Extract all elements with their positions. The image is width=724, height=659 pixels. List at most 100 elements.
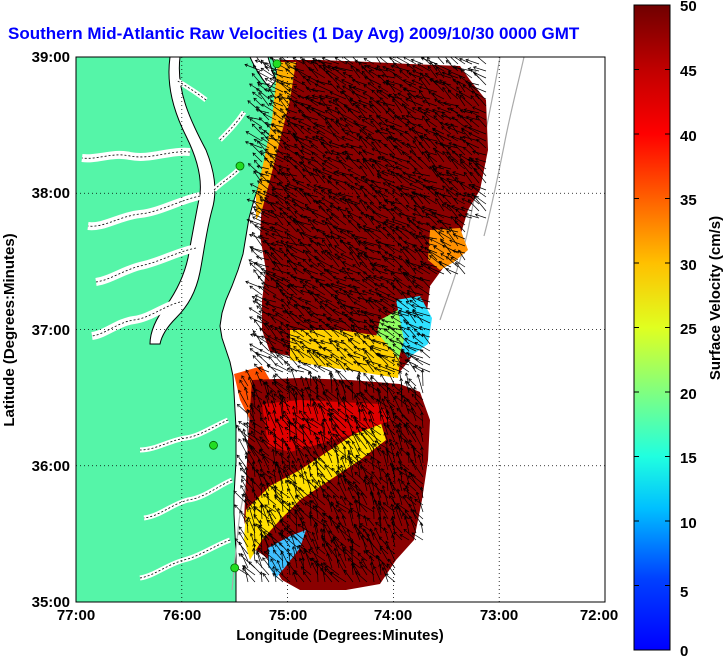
velocity-arrow-head: [401, 103, 406, 107]
velocity-arrow-head: [266, 392, 271, 396]
velocity-arrow: [353, 361, 368, 366]
velocity-arrow-head: [448, 72, 452, 76]
velocity-arrow-head: [363, 550, 367, 554]
velocity-arrow: [391, 208, 403, 219]
velocity-arrow: [271, 316, 284, 324]
velocity-arrow-head: [431, 108, 436, 113]
velocity-arrow: [404, 468, 410, 485]
velocity-arrow-head: [411, 444, 415, 449]
velocity-arrow-head: [399, 447, 404, 452]
velocity-arrow-head: [255, 468, 260, 473]
velocity-arrow-head: [273, 153, 278, 158]
velocity-arrow-head: [358, 151, 363, 155]
velocity-arrow-head: [410, 196, 415, 201]
velocity-arrow: [348, 510, 354, 527]
velocity-arrow-head: [312, 59, 316, 64]
velocity-arrow: [322, 168, 340, 177]
velocity-arrow: [366, 362, 382, 373]
chesapeake-bay: [149, 57, 216, 345]
colorbar-tick-label: 10: [680, 515, 697, 532]
velocity-arrow-head: [268, 512, 272, 517]
velocity-arrow: [407, 292, 417, 303]
velocity-arrow-head: [439, 142, 444, 146]
velocity-arrow: [412, 244, 424, 261]
velocity-arrow-head: [455, 104, 459, 109]
velocity-arrow-head: [287, 122, 292, 127]
velocity-arrow-head: [249, 444, 253, 449]
velocity-arrow-head: [357, 448, 362, 452]
velocity-arrow-head: [405, 123, 409, 127]
velocity-arrow-head: [382, 65, 386, 70]
velocity-arrow-head: [244, 455, 249, 460]
velocity-arrow: [302, 81, 312, 93]
velocity-arrow: [375, 226, 389, 240]
velocity-arrow: [412, 213, 431, 219]
velocity-arrow: [420, 487, 424, 499]
velocity-arrow: [284, 527, 298, 541]
velocity-arrow-head: [396, 503, 400, 507]
velocity-arrow-head: [292, 481, 297, 485]
velocity-arrow-head: [256, 305, 260, 309]
velocity-arrow-head: [252, 152, 256, 156]
velocity-arrow: [357, 252, 368, 261]
velocity-arrow: [251, 123, 263, 135]
velocity-arrow-head: [402, 495, 406, 500]
velocity-arrow-head: [418, 425, 423, 430]
velocity-arrow-head: [361, 279, 366, 283]
velocity-arrow: [329, 216, 340, 226]
velocity-arrow-head: [359, 262, 363, 266]
velocity-arrow-head: [259, 469, 264, 473]
velocity-arrow-head: [394, 415, 399, 420]
velocity-arrow-head: [436, 220, 441, 224]
velocity-arrow: [388, 253, 403, 268]
velocity-arrow: [412, 335, 424, 345]
velocity-arrow: [269, 246, 284, 261]
velocity-arrow-head: [341, 303, 346, 308]
velocity-arrow-head: [351, 440, 356, 445]
velocity-arrow-head: [297, 94, 301, 99]
velocity-arrow-head: [371, 163, 376, 168]
velocity-arrow-head: [242, 567, 246, 572]
velocity-arrow-head: [350, 328, 355, 332]
velocity-arrow-head: [396, 424, 401, 428]
velocity-arrow-head: [253, 388, 258, 393]
velocity-arrow: [293, 277, 312, 282]
velocity-arrow-head: [415, 491, 420, 496]
velocity-arrow: [280, 240, 291, 254]
velocity-arrow-head: [259, 196, 264, 200]
velocity-arrow: [256, 497, 270, 513]
velocity-arrow: [291, 460, 298, 471]
depth-contour: [483, 57, 525, 237]
velocity-arrow: [378, 503, 389, 513]
velocity-arrow-head: [283, 361, 288, 365]
velocity-arrow: [344, 569, 354, 583]
velocity-arrow-head: [279, 330, 284, 335]
velocity-arrow-head: [340, 542, 344, 547]
velocity-arrow-head: [410, 474, 415, 478]
velocity-arrow-head: [311, 531, 316, 536]
velocity-arrow: [299, 410, 312, 429]
velocity-arrow: [328, 431, 340, 450]
velocity-arrow: [356, 455, 361, 478]
velocity-arrow-head: [443, 101, 447, 106]
velocity-arrow: [315, 376, 319, 394]
velocity-arrow: [307, 387, 326, 401]
velocity-arrow: [398, 325, 410, 331]
velocity-arrow: [297, 262, 312, 275]
velocity-arrow-head: [315, 79, 320, 84]
velocity-arrow-head: [324, 94, 329, 99]
velocity-arrow: [372, 187, 382, 198]
velocity-arrow-head: [278, 181, 283, 186]
velocity-arrow-head: [285, 249, 290, 253]
velocity-arrow: [404, 337, 417, 345]
velocity-arrow: [477, 57, 487, 65]
velocity-arrow-head: [354, 122, 359, 127]
velocity-arrow: [260, 59, 270, 72]
velocity-arrow-head: [417, 454, 422, 458]
velocity-arrow: [283, 410, 291, 422]
velocity-arrow: [455, 104, 466, 114]
velocity-arrow: [274, 154, 291, 163]
velocity-arrow: [293, 329, 305, 338]
velocity-arrow: [261, 211, 277, 219]
velocity-arrow-head: [432, 147, 437, 152]
